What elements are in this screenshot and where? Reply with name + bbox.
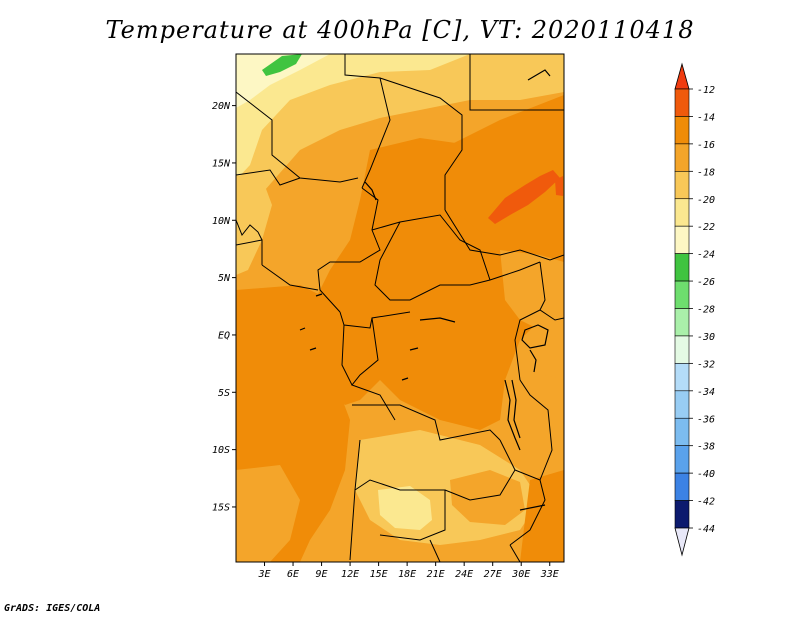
colorbar-label: -32 xyxy=(697,359,715,370)
lat-tick-label: 20N xyxy=(212,101,231,112)
country-boundaries xyxy=(236,54,564,562)
colorbar-label: -16 xyxy=(697,140,715,151)
colorbar-label: -42 xyxy=(697,497,715,508)
colorbar-segment xyxy=(674,88,690,117)
lat-tick-label: 15S xyxy=(212,502,230,513)
lat-tick-label: 5N xyxy=(218,273,231,284)
colorbar-label: -44 xyxy=(697,524,715,535)
lon-tick-label: 6E xyxy=(287,569,299,580)
colorbar-segment xyxy=(674,225,690,254)
lon-tick-label: 15E xyxy=(370,569,388,580)
map-title: Temperature at 400hPa [C], VT: 202011041… xyxy=(105,16,695,44)
colorbar-segment xyxy=(674,280,690,309)
lon-tick-label: 33E xyxy=(540,569,559,580)
lon-tick-label: 3E xyxy=(257,569,270,580)
colorbar-segment xyxy=(674,472,690,501)
lat-tick-label: 10N xyxy=(212,216,231,227)
colorbar-segment xyxy=(674,390,690,419)
lat-tick-label: EQ xyxy=(218,330,230,341)
lon-tick-label: 27E xyxy=(484,569,502,580)
colorbar-segment xyxy=(674,253,690,282)
lat-tick-label: 10S xyxy=(212,445,230,456)
colorbar-label: -18 xyxy=(697,167,715,178)
colorbar-label: -24 xyxy=(697,250,715,261)
lon-tick-label: 24E xyxy=(455,569,473,580)
temperature-field xyxy=(236,54,564,562)
lon-tick-label: 18E xyxy=(398,569,416,580)
colorbar-label: -40 xyxy=(697,469,715,480)
lon-tick-label: 12E xyxy=(341,569,359,580)
longitude-axis: 3E 6E 9E 12E 15E 18E 21E 24E 27E 30E 33E xyxy=(257,562,559,580)
latitude-axis: 20N 15N 10N 5N EQ 5S 10S 15S xyxy=(212,101,236,513)
lon-tick-label: 21E xyxy=(427,569,445,580)
colorbar-label: -22 xyxy=(697,222,715,233)
colorbar-segment xyxy=(674,363,690,392)
colorbar-label: -34 xyxy=(697,387,715,398)
colorbar-segment xyxy=(674,500,690,529)
colorbar-segment xyxy=(674,417,690,446)
colorbar-segment xyxy=(674,308,690,337)
colorbar-label: -30 xyxy=(697,332,715,343)
colorbar-segment xyxy=(674,143,690,172)
colorbar-label: -20 xyxy=(697,195,715,206)
colorbar-segment xyxy=(674,116,690,145)
colorbar-label: -28 xyxy=(697,305,715,316)
colorbar-top-arrow xyxy=(674,62,690,90)
map-frame xyxy=(235,53,565,563)
colorbar-segment xyxy=(674,198,690,227)
lat-tick-label: 15N xyxy=(212,158,231,169)
colorbar-segment xyxy=(674,445,690,474)
colorbar-label: -12 xyxy=(697,85,715,96)
colorbar-label: -38 xyxy=(697,442,715,453)
colorbar-segment xyxy=(674,171,690,200)
lon-tick-label: 30E xyxy=(511,569,530,580)
colorbar-label: -36 xyxy=(697,414,715,425)
colorbar-label: -26 xyxy=(697,277,715,288)
lakes xyxy=(299,69,551,511)
colorbar: -12 -14 -16 -18 -20 -22 -24 -26 -28 -30 -32 -34 -36 -… xyxy=(674,62,715,557)
lat-tick-label: 5S xyxy=(218,388,230,399)
colorbar-segment xyxy=(674,335,690,364)
colorbar-label: -14 xyxy=(697,112,715,123)
colorbar-bottom-arrow xyxy=(674,527,690,557)
footer-credit: GrADS: IGES/COLA xyxy=(4,603,101,614)
lon-tick-label: 9E xyxy=(316,569,328,580)
